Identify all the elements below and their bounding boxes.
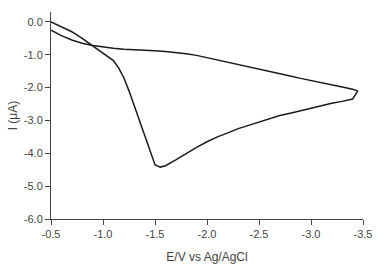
svg-text:0.0: 0.0 [28,16,43,28]
svg-text:-1.5: -1.5 [146,228,165,240]
svg-text:-5.0: -5.0 [24,180,43,192]
svg-text:-2.0: -2.0 [24,81,43,93]
svg-text:-3.0: -3.0 [24,114,43,126]
svg-text:E/V vs Ag/AgCl: E/V vs Ag/AgCl [166,250,247,264]
svg-text:-3.0: -3.0 [302,228,321,240]
svg-text:-6.0: -6.0 [24,213,43,225]
svg-text:-2.5: -2.5 [250,228,269,240]
svg-text:-2.0: -2.0 [198,228,217,240]
svg-text:-0.5: -0.5 [42,228,61,240]
svg-text:-3.5: -3.5 [354,228,373,240]
svg-text:-4.0: -4.0 [24,147,43,159]
svg-text:-1.0: -1.0 [24,49,43,61]
svg-text:I (μA): I (μA) [6,101,20,131]
svg-text:-1.0: -1.0 [94,228,113,240]
